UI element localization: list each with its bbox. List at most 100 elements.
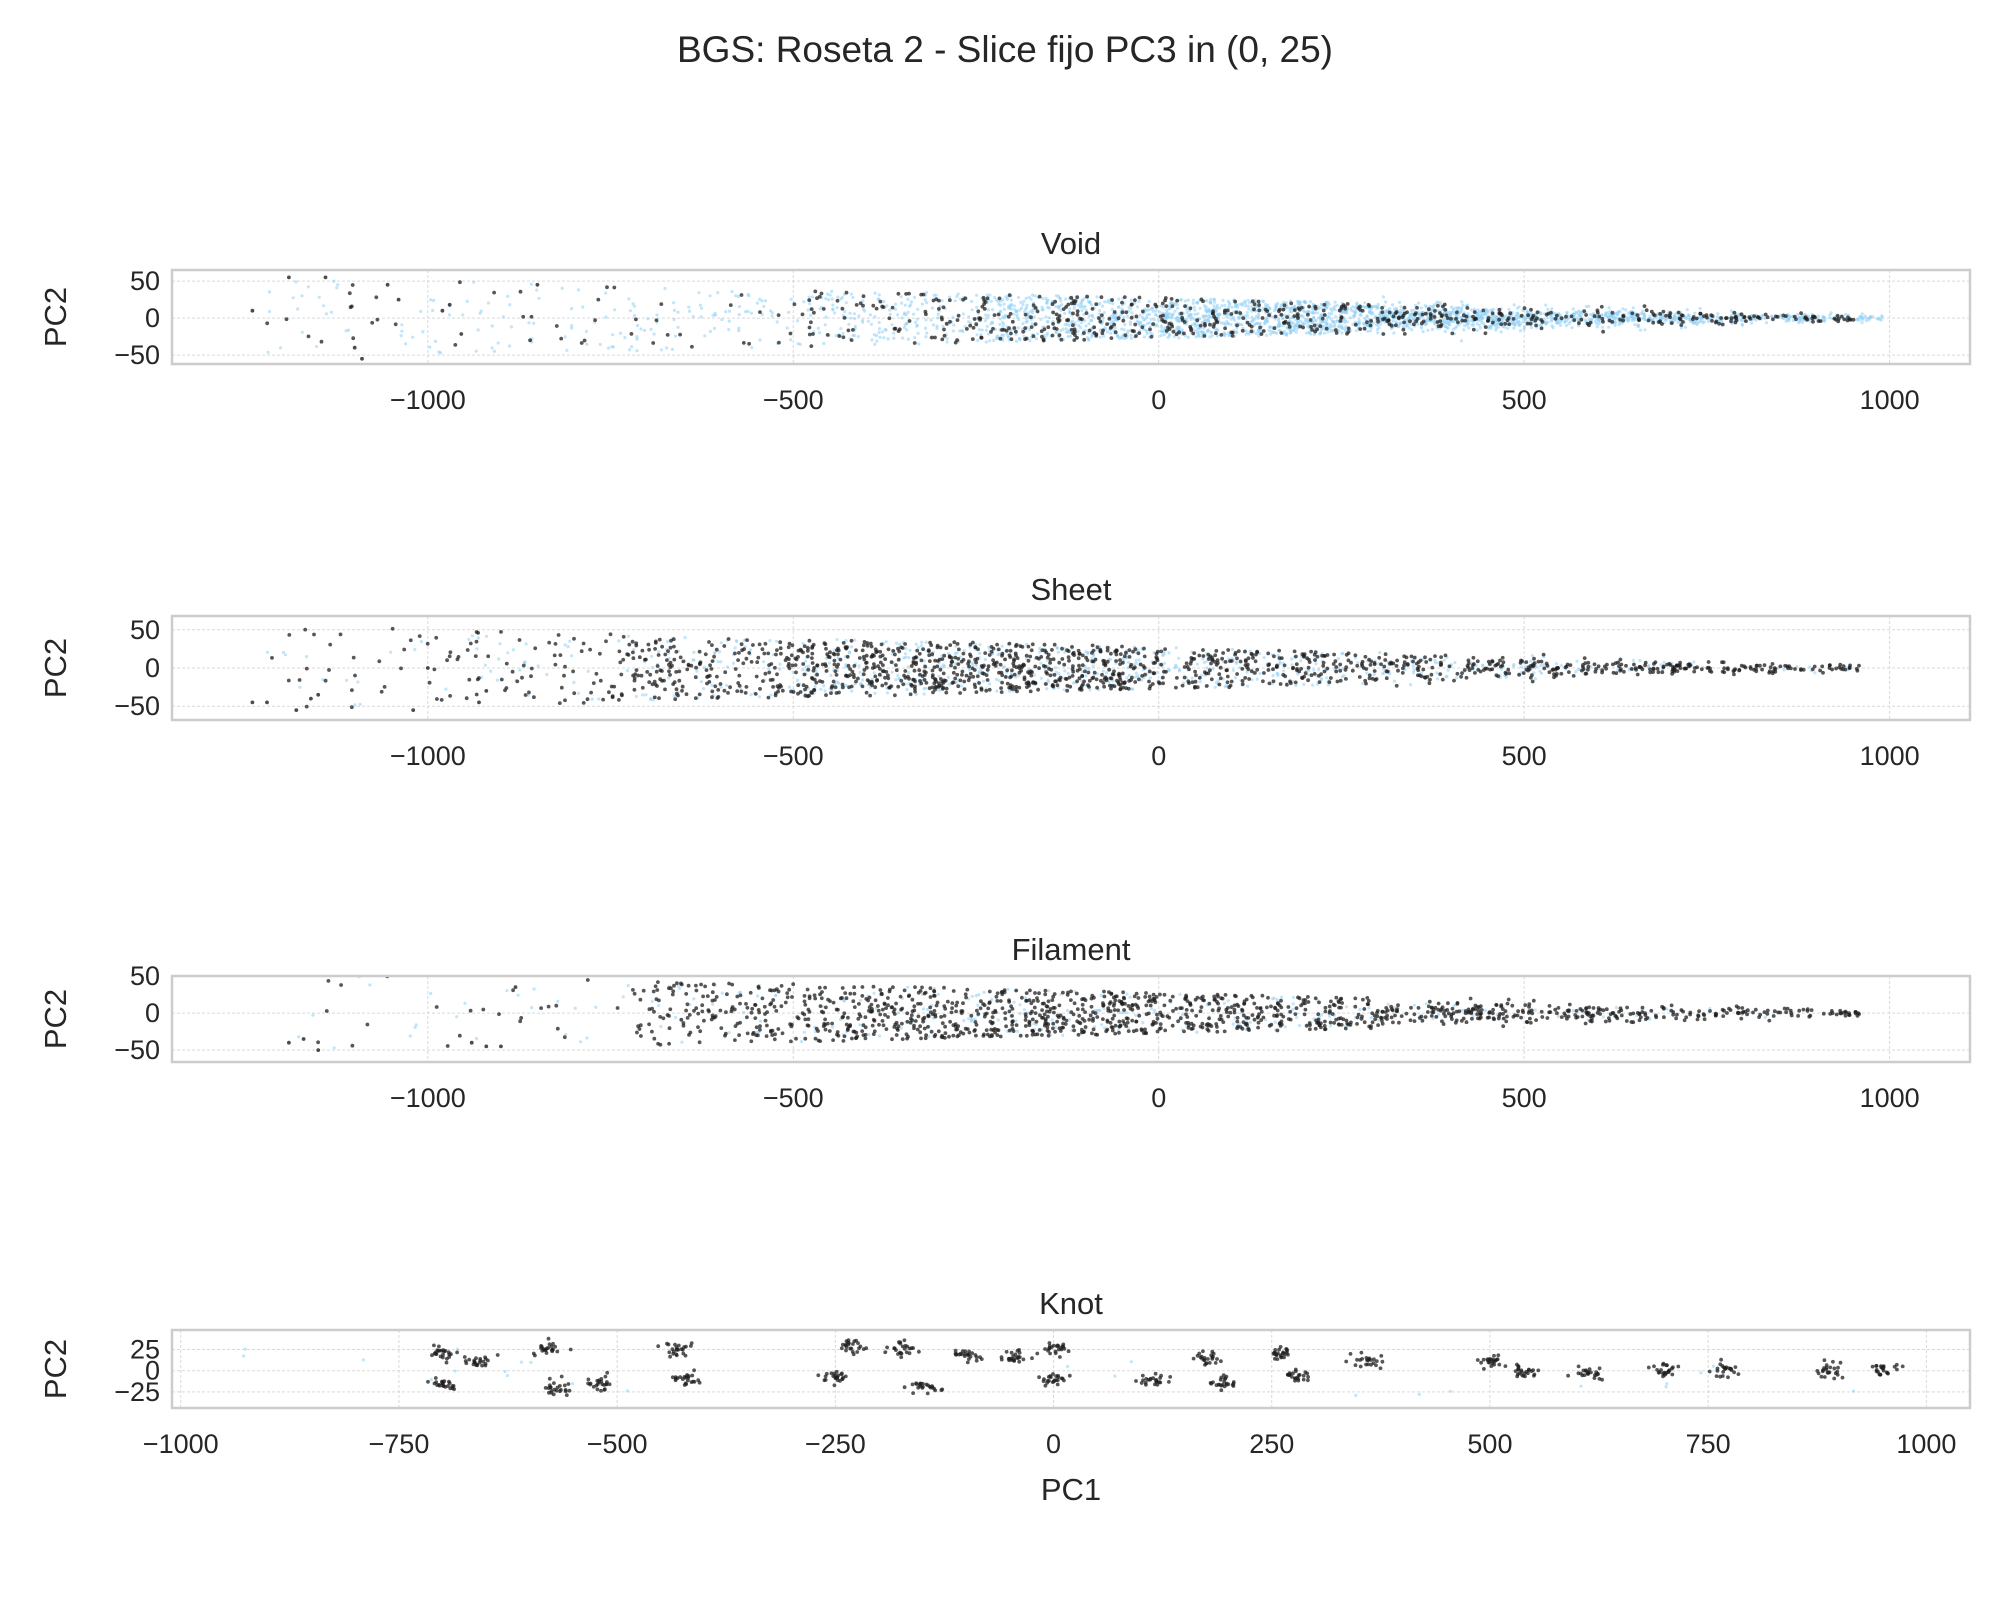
data-point — [974, 642, 978, 646]
data-point — [982, 302, 986, 306]
data-point — [1137, 295, 1142, 300]
data-point — [1575, 659, 1579, 663]
data-point — [1218, 676, 1223, 681]
data-point — [850, 669, 855, 674]
data-point — [1148, 676, 1152, 680]
data-point — [667, 676, 671, 680]
data-point — [1401, 666, 1405, 671]
data-point — [1178, 668, 1182, 672]
data-point — [1024, 307, 1028, 311]
data-point — [1010, 319, 1015, 324]
data-point — [1024, 642, 1028, 646]
data-point — [1140, 325, 1145, 330]
data-point — [1305, 310, 1310, 314]
data-point — [1714, 319, 1719, 324]
data-point — [1250, 315, 1254, 320]
data-point — [703, 334, 707, 338]
data-point — [1194, 335, 1198, 339]
data-point — [1159, 329, 1163, 333]
data-point — [956, 292, 960, 296]
data-point — [312, 632, 316, 637]
data-point — [802, 300, 806, 304]
data-point — [1685, 308, 1689, 312]
data-point — [1220, 304, 1224, 308]
data-point — [1193, 669, 1197, 674]
data-point — [1442, 658, 1446, 662]
data-point — [1019, 300, 1023, 304]
data-point — [1584, 304, 1588, 309]
data-point — [1740, 323, 1744, 327]
data-point — [975, 305, 979, 309]
data-point — [1428, 657, 1433, 662]
data-point — [862, 668, 867, 672]
data-point — [968, 654, 973, 659]
data-point — [848, 311, 852, 315]
data-point — [1079, 679, 1083, 683]
data-point — [1720, 322, 1725, 327]
data-point — [1054, 305, 1058, 309]
data-point — [1544, 312, 1549, 317]
data-point — [1326, 330, 1330, 334]
data-point — [1737, 668, 1742, 673]
data-point — [1033, 294, 1037, 298]
data-point — [1588, 312, 1592, 317]
data-point — [1469, 308, 1473, 312]
data-point — [351, 336, 356, 341]
data-point — [1436, 324, 1441, 328]
data-point — [1380, 306, 1384, 310]
data-point — [1798, 318, 1802, 322]
data-point — [1126, 660, 1131, 664]
data-point — [771, 685, 775, 689]
data-point — [1610, 310, 1615, 315]
data-point — [399, 666, 403, 671]
data-point — [935, 326, 939, 331]
data-point — [1230, 334, 1235, 338]
data-point — [840, 306, 845, 311]
data-point — [861, 303, 865, 308]
data-point — [1351, 322, 1355, 327]
data-point — [1328, 327, 1332, 331]
data-point — [1298, 324, 1302, 329]
data-point — [1390, 303, 1395, 307]
data-point — [996, 312, 1001, 317]
data-point — [927, 686, 932, 691]
data-point — [1577, 313, 1581, 317]
data-point — [1002, 328, 1006, 332]
data-point — [1123, 323, 1127, 327]
data-point — [794, 670, 798, 675]
data-point — [992, 313, 997, 317]
data-point — [270, 656, 274, 660]
data-point — [281, 650, 286, 655]
data-point — [448, 694, 452, 698]
data-point — [1116, 316, 1121, 321]
data-point — [711, 313, 715, 317]
data-point — [1754, 669, 1759, 674]
data-point — [1094, 302, 1099, 307]
data-point — [1091, 675, 1096, 680]
data-point — [1235, 323, 1239, 328]
data-point — [1176, 327, 1180, 331]
data-point — [458, 280, 462, 285]
data-point — [919, 292, 924, 297]
data-point — [572, 680, 576, 685]
data-point — [831, 308, 835, 312]
data-point — [1368, 329, 1373, 333]
data-point — [1085, 294, 1089, 299]
data-point — [997, 679, 1001, 683]
data-point — [1720, 660, 1724, 665]
data-point — [1211, 324, 1216, 329]
data-point — [1481, 664, 1485, 668]
data-point — [975, 293, 979, 297]
data-point — [1209, 297, 1213, 301]
data-point — [1059, 308, 1063, 312]
data-point — [1363, 301, 1367, 305]
data-point — [296, 307, 300, 311]
data-point — [1564, 324, 1568, 328]
data-point — [284, 317, 289, 322]
data-point — [1334, 328, 1338, 332]
data-point — [1102, 684, 1106, 689]
data-point — [1243, 299, 1247, 303]
data-point — [1309, 649, 1313, 654]
data-point — [1075, 312, 1080, 317]
